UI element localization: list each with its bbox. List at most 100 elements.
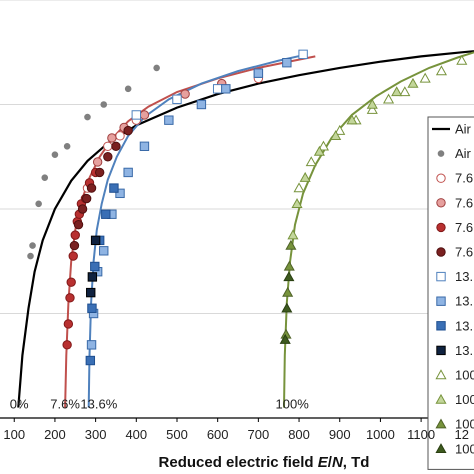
data-point	[103, 141, 113, 152]
legend-swatch	[435, 369, 447, 380]
curve-annotations: 0% 7.6% 13.6% 100%	[10, 397, 309, 412]
data-point	[86, 287, 96, 298]
data-point	[63, 143, 71, 150]
data-point	[115, 131, 125, 141]
data-point	[68, 251, 78, 261]
plot-area	[17, 49, 474, 408]
legend-label: 7.6	[455, 245, 473, 260]
axes	[0, 417, 474, 422]
data-point	[407, 77, 419, 88]
legend-swatch	[436, 198, 446, 208]
data-point	[90, 235, 101, 246]
curve-annotation: 7.6%	[50, 397, 80, 412]
series-line	[64, 55, 316, 408]
data-point	[180, 89, 190, 99]
x-tick-label: 1100	[407, 427, 435, 442]
x-tick-label: 12	[455, 427, 469, 442]
data-point	[366, 104, 378, 114]
legend-label: 100	[455, 417, 474, 432]
legend-swatch	[436, 345, 446, 356]
data-point	[86, 183, 97, 193]
legend-label: Air	[455, 122, 472, 137]
legend-swatch	[436, 247, 446, 257]
data-point	[65, 293, 75, 303]
legend-label: 7.6	[455, 171, 473, 186]
legend-swatch	[437, 150, 445, 157]
data-point	[29, 242, 36, 249]
legend-swatch	[435, 418, 447, 429]
data-point	[283, 260, 295, 271]
data-point	[100, 101, 108, 108]
data-point	[279, 333, 291, 344]
legend-label: 13.	[455, 318, 473, 333]
data-point	[66, 277, 76, 287]
legend-label: 100	[455, 441, 474, 456]
x-tick-label: 400	[125, 427, 147, 442]
x-tick-label: 800	[288, 427, 310, 442]
data-point	[253, 68, 264, 78]
data-point	[63, 319, 74, 329]
data-point	[281, 302, 293, 313]
legend-label: Air	[455, 146, 472, 161]
legend: AirAir7.67.67.67.613.13.13.13.1001001001…	[427, 116, 474, 470]
data-point	[435, 65, 448, 76]
data-point	[317, 140, 330, 151]
data-point	[115, 188, 125, 199]
data-point	[81, 193, 92, 204]
x-tick-label: 300	[85, 427, 107, 442]
legend-swatch	[435, 443, 447, 453]
legend-swatch	[436, 173, 446, 183]
legend-swatch	[435, 393, 447, 404]
data-point	[221, 84, 231, 94]
legend-label: 100	[455, 368, 474, 383]
data-point	[172, 94, 182, 104]
x-tick-label: 500	[166, 427, 188, 442]
data-point	[124, 85, 132, 93]
data-point	[111, 141, 121, 152]
x-tick-label: 1000	[366, 427, 395, 442]
x-tick-label: 100	[3, 427, 25, 442]
data-point	[51, 151, 59, 158]
legend-swatch	[436, 271, 446, 282]
data-point	[62, 340, 72, 350]
data-point	[92, 157, 103, 167]
legend-label: 13.	[455, 343, 473, 358]
data-point	[77, 204, 88, 214]
data-point	[299, 171, 311, 182]
data-point	[366, 98, 378, 109]
data-point	[84, 113, 91, 121]
data-point	[139, 141, 150, 152]
data-point	[87, 272, 98, 282]
data-point	[285, 239, 297, 250]
data-point	[305, 156, 317, 167]
data-point	[287, 229, 299, 240]
x-tick-label: 900	[329, 427, 351, 442]
data-point	[73, 219, 84, 230]
data-point	[123, 125, 133, 136]
data-point	[123, 167, 133, 178]
data-point	[330, 130, 342, 141]
data-point	[212, 84, 223, 94]
data-point	[107, 133, 117, 143]
data-point	[27, 252, 34, 260]
data-point	[164, 115, 174, 125]
data-point	[196, 99, 207, 110]
data-point	[419, 72, 431, 83]
data-point	[94, 167, 105, 178]
legend-box	[427, 116, 474, 470]
data-point	[283, 271, 295, 282]
data-point	[70, 230, 80, 240]
data-point	[282, 286, 294, 297]
legend-label: 100	[455, 392, 474, 407]
x-tick-label: 600	[207, 427, 229, 442]
legend-swatch	[436, 321, 446, 331]
data-point	[291, 198, 303, 208]
data-point	[103, 152, 113, 162]
x-tick-label: 200	[44, 427, 66, 442]
data-point	[109, 183, 119, 193]
x-tick-labels: 100 200 300 400 500 600 700 800 900 1000 1100 12	[3, 427, 469, 442]
data-point	[101, 209, 111, 219]
data-point	[334, 124, 346, 135]
data-point	[298, 49, 308, 60]
